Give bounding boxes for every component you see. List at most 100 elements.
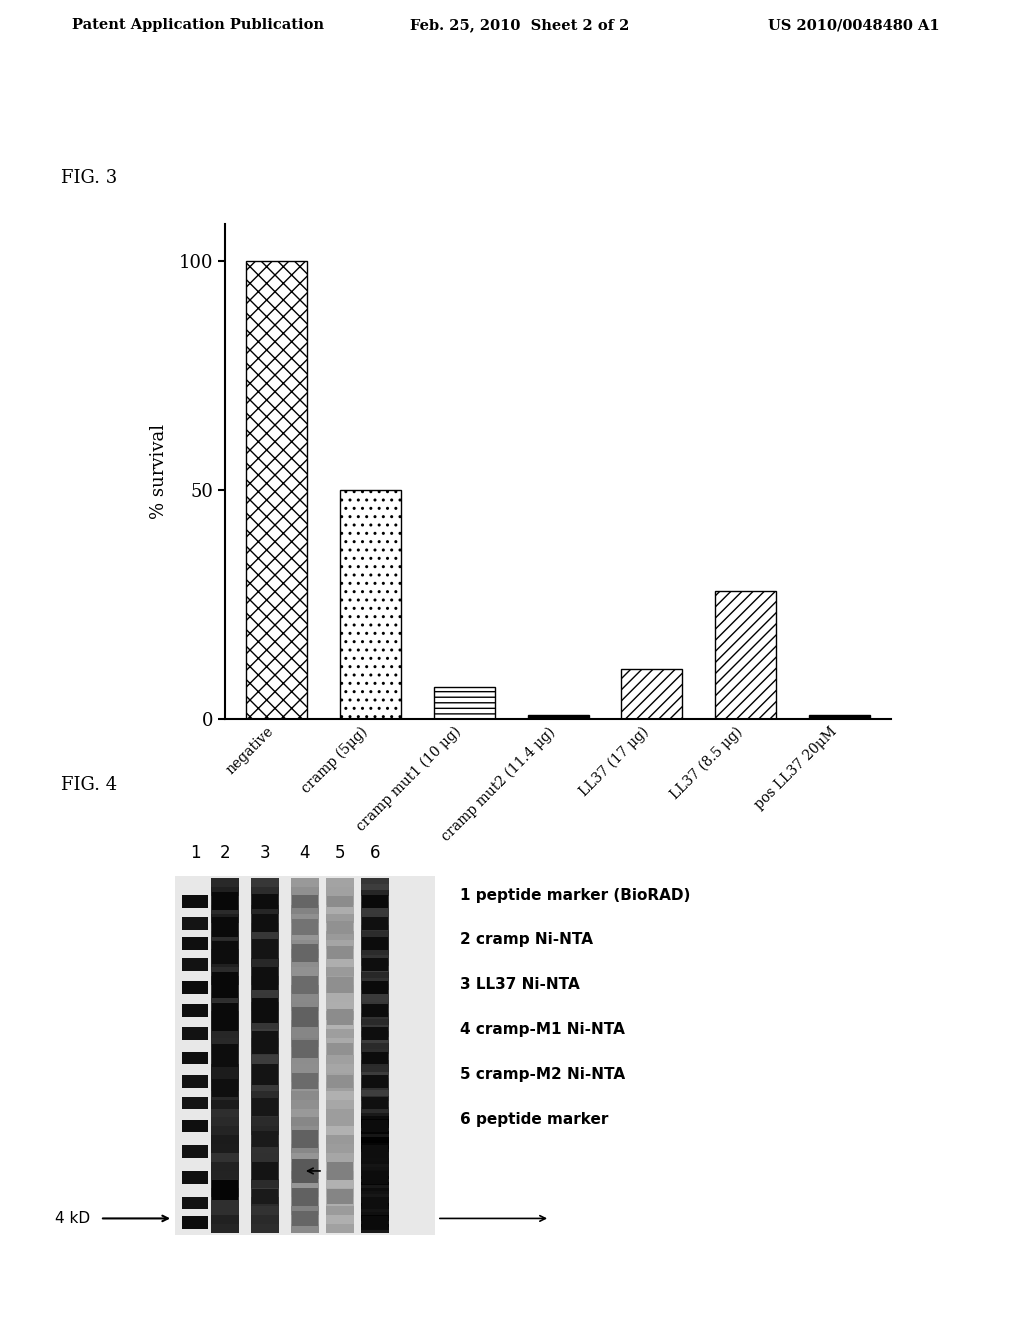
Bar [361, 1199, 389, 1203]
Text: 1: 1 [189, 843, 201, 862]
Bar [326, 931, 354, 940]
Text: 2 cramp Ni-NTA: 2 cramp Ni-NTA [460, 932, 593, 948]
Bar [326, 1073, 354, 1082]
Bar [361, 954, 389, 961]
Bar [361, 1031, 389, 1038]
Bar [291, 887, 319, 896]
Bar [361, 1096, 389, 1101]
Bar [326, 1196, 354, 1206]
Bar [291, 975, 319, 985]
Bar [361, 925, 389, 931]
Bar [252, 894, 278, 909]
Bar [252, 915, 278, 932]
Bar [252, 1064, 278, 1085]
Bar [715, 591, 776, 719]
Bar [251, 957, 279, 966]
Bar [292, 1130, 318, 1148]
Bar [361, 1113, 389, 1117]
Bar [361, 1184, 389, 1188]
Bar [251, 931, 279, 940]
Bar [292, 975, 318, 994]
Bar [362, 1216, 388, 1229]
Bar [292, 895, 318, 908]
Bar [291, 1179, 319, 1188]
Text: FIG. 3: FIG. 3 [61, 169, 118, 187]
Bar [361, 1001, 389, 1007]
Bar [211, 949, 239, 958]
Bar [326, 1028, 354, 1038]
Bar [291, 913, 319, 923]
Bar [247, 261, 307, 719]
Bar [361, 1210, 389, 1214]
Text: 6: 6 [370, 843, 380, 862]
Bar [326, 957, 354, 966]
Bar [361, 995, 389, 1002]
Bar [361, 1072, 389, 1078]
Bar [361, 1148, 389, 1152]
Bar [326, 1107, 354, 1118]
Bar [251, 1107, 279, 1118]
Bar [251, 1205, 279, 1214]
Bar [291, 1055, 319, 1064]
Bar [251, 1045, 279, 1056]
Bar [362, 1074, 388, 1088]
Bar [361, 1142, 389, 1146]
Bar [361, 1024, 389, 1031]
Bar [361, 1036, 389, 1043]
Bar [212, 1078, 238, 1097]
Bar [361, 1167, 389, 1170]
Bar [326, 904, 354, 913]
Bar [327, 896, 353, 907]
Bar [361, 948, 389, 954]
Bar [251, 887, 279, 896]
Bar [251, 1152, 279, 1162]
Bar [291, 1188, 319, 1197]
Bar [182, 1097, 208, 1109]
Bar [527, 715, 589, 719]
Bar [211, 887, 239, 896]
Bar [211, 1126, 239, 1135]
Bar [361, 1205, 389, 1209]
Bar [326, 1188, 354, 1197]
Bar [211, 983, 239, 994]
Bar [361, 1154, 389, 1158]
Bar [326, 1064, 354, 1073]
Bar [362, 937, 388, 950]
Bar [327, 977, 353, 993]
Text: 5: 5 [335, 843, 345, 862]
Bar [291, 1143, 319, 1152]
Bar [292, 1007, 318, 1027]
Bar [361, 1175, 389, 1179]
Bar [291, 1038, 319, 1047]
Bar [326, 993, 354, 1002]
Bar [291, 1162, 319, 1171]
Bar [252, 998, 278, 1023]
Bar [182, 1052, 208, 1064]
Bar [809, 715, 869, 719]
Bar [291, 966, 319, 975]
Bar [326, 966, 354, 975]
Bar [361, 1060, 389, 1067]
Bar [326, 913, 354, 923]
Bar [361, 1193, 389, 1197]
Bar [251, 1073, 279, 1082]
Bar [361, 1222, 389, 1226]
Bar [291, 1152, 319, 1162]
Text: US 2010/0048480 A1: US 2010/0048480 A1 [768, 18, 940, 33]
Bar [211, 1081, 239, 1090]
Bar [212, 1044, 238, 1067]
Bar [361, 1146, 389, 1148]
Bar [361, 1012, 389, 1019]
Bar [361, 1179, 389, 1181]
Bar [292, 1159, 318, 1183]
Bar [326, 1143, 354, 1152]
Bar [327, 1162, 353, 1180]
Bar [361, 1089, 389, 1096]
Bar [326, 1090, 354, 1100]
Bar [327, 1189, 353, 1204]
Text: 3: 3 [260, 843, 270, 862]
Bar [361, 1208, 389, 1212]
Text: 6 peptide marker: 6 peptide marker [460, 1113, 608, 1127]
Bar [326, 887, 354, 896]
Bar [211, 966, 239, 975]
